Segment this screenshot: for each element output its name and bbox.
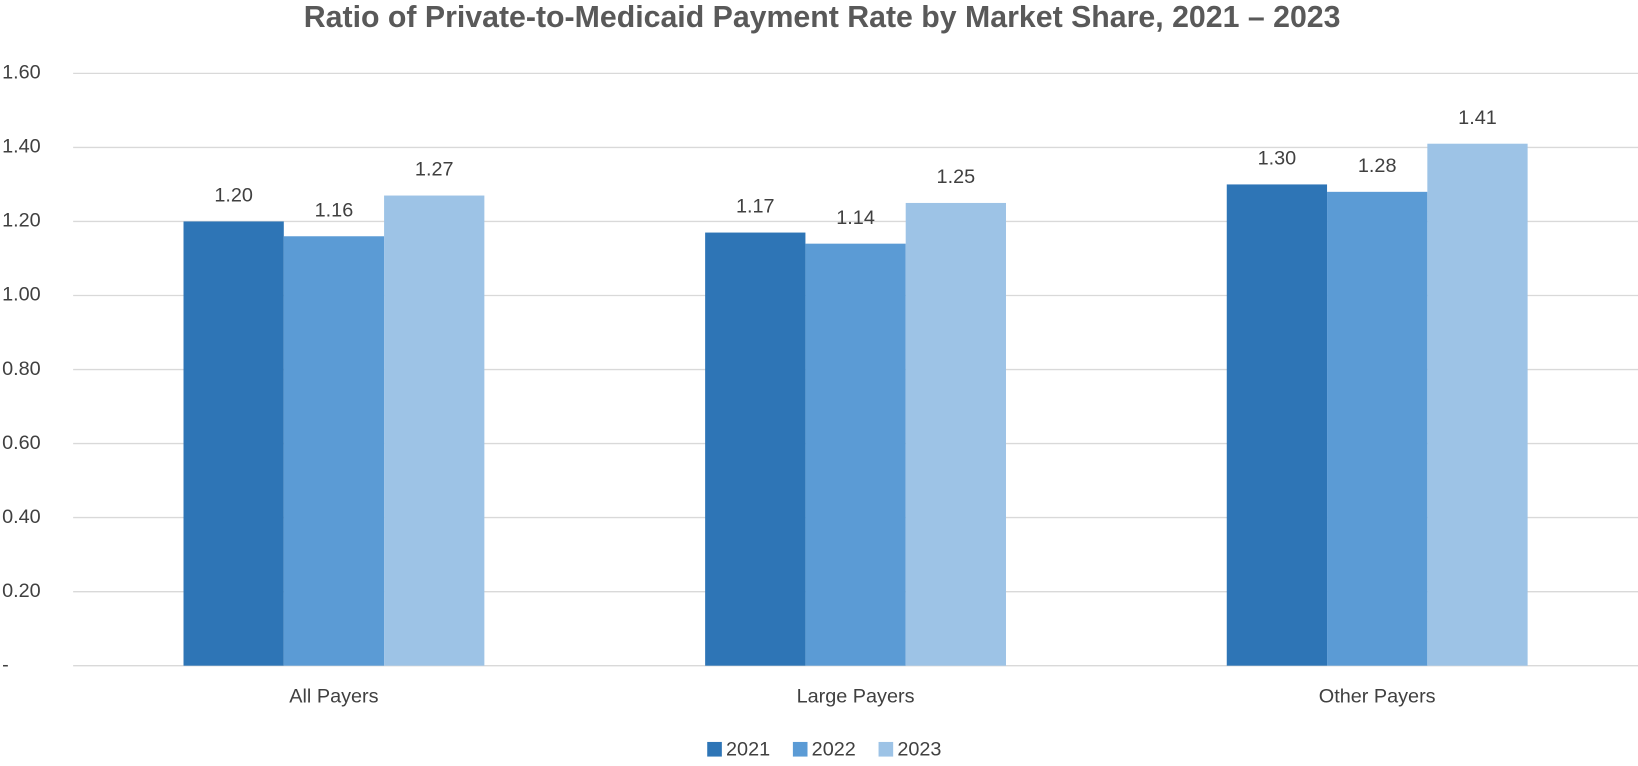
bar [283, 236, 385, 666]
bar [1226, 184, 1328, 666]
x-tick-label: All Payers [289, 685, 378, 707]
value-label: 1.28 [1358, 155, 1397, 177]
y-tick-label: 1.60 [2, 62, 41, 84]
bar [805, 243, 906, 666]
value-label: 1.14 [836, 207, 875, 229]
legend-swatch [707, 741, 722, 757]
bar [183, 221, 284, 666]
bar [1327, 191, 1428, 666]
bar [1427, 143, 1528, 666]
y-tick-label: 0.40 [2, 506, 41, 528]
y-tick-label: 0.20 [2, 580, 41, 602]
y-tick-label: 1.20 [2, 210, 41, 232]
x-tick-label: Large Payers [797, 685, 915, 707]
legend-label: 2021 [726, 739, 770, 761]
x-tick-label: Other Payers [1319, 685, 1436, 707]
legend-swatch [878, 741, 894, 757]
y-tick-label: - [2, 654, 9, 676]
bar [705, 232, 806, 666]
y-tick-label: 0.80 [2, 358, 41, 380]
y-tick-label: 0.60 [2, 432, 41, 454]
bar [905, 202, 1006, 666]
legend-label: 2023 [897, 739, 941, 761]
value-label: 1.20 [214, 185, 253, 207]
value-label: 1.41 [1458, 107, 1497, 129]
value-label: 1.27 [415, 159, 454, 181]
legend-swatch [792, 741, 808, 757]
chart-title: Ratio of Private-to-Medicaid Payment Rat… [304, 1, 1341, 34]
value-label: 1.30 [1258, 148, 1297, 170]
bar [384, 195, 485, 666]
value-label: 1.25 [937, 166, 976, 188]
legend-label: 2022 [812, 739, 856, 761]
value-label: 1.17 [736, 196, 775, 218]
y-tick-label: 1.00 [2, 284, 41, 306]
value-label: 1.16 [315, 199, 354, 221]
y-tick-label: 1.40 [2, 136, 41, 158]
